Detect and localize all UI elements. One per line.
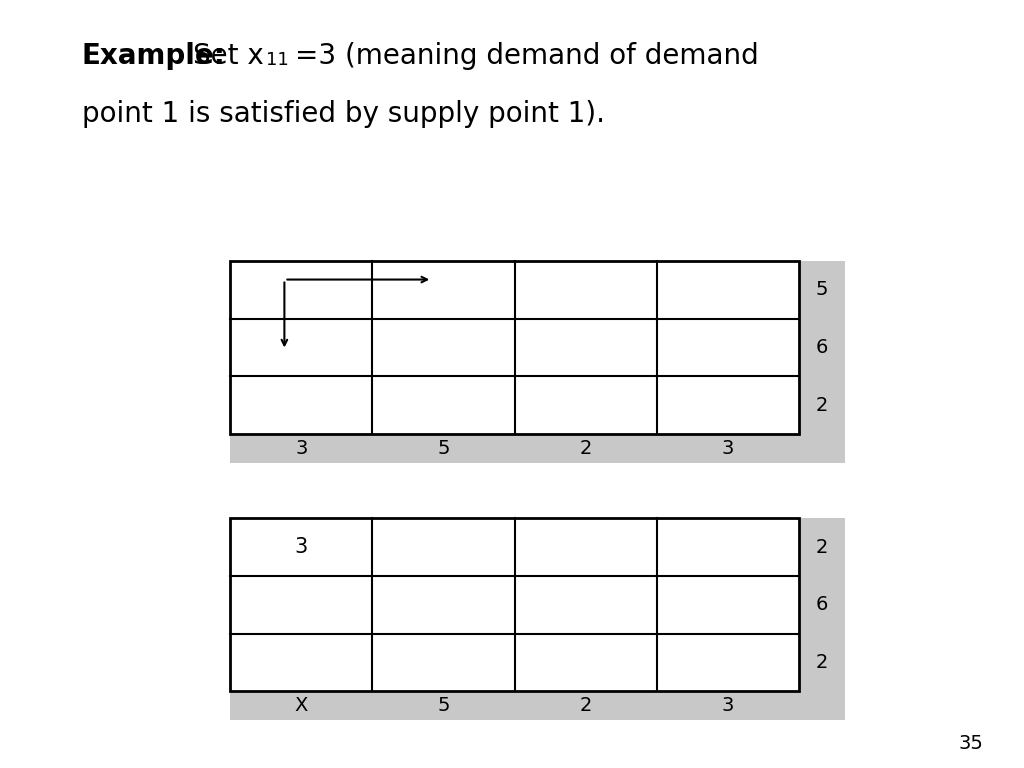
Bar [230, 434, 845, 463]
Text: 5: 5 [437, 439, 450, 458]
Text: =3 (meaning demand of demand: =3 (meaning demand of demand [295, 42, 759, 70]
Bar [230, 261, 799, 434]
Text: Example:: Example: [82, 42, 226, 70]
Text: 2: 2 [580, 697, 592, 715]
Text: 2: 2 [815, 396, 828, 415]
Text: point 1 is satisfied by supply point 1).: point 1 is satisfied by supply point 1). [82, 100, 605, 127]
Text: 6: 6 [815, 595, 828, 614]
Text: 5: 5 [437, 697, 450, 715]
Bar [230, 518, 799, 691]
Text: 5: 5 [815, 280, 828, 300]
Text: 2: 2 [815, 653, 828, 672]
Text: 3: 3 [295, 439, 307, 458]
Bar [230, 691, 845, 720]
Bar [799, 518, 845, 691]
Bar [230, 261, 799, 434]
Text: 6: 6 [815, 338, 828, 357]
Text: 3: 3 [722, 439, 734, 458]
Text: 2: 2 [815, 538, 828, 557]
Text: 3: 3 [722, 697, 734, 715]
Text: X: X [295, 697, 308, 715]
Text: 11: 11 [266, 51, 289, 69]
Bar [799, 261, 845, 434]
Text: 35: 35 [958, 733, 983, 753]
Bar [230, 518, 799, 691]
Text: 3: 3 [295, 537, 308, 558]
Text: 2: 2 [580, 439, 592, 458]
Text: Set x: Set x [193, 42, 263, 70]
